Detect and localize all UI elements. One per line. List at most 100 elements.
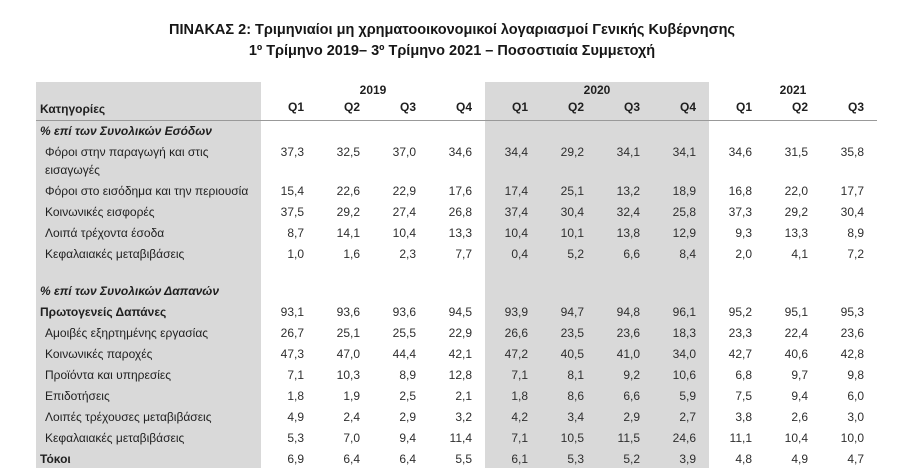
value-cell: 1,0 bbox=[287, 247, 304, 261]
value-cell bbox=[597, 120, 653, 142]
value-cell bbox=[261, 281, 317, 302]
row-label: Επιδοτήσεις bbox=[36, 386, 261, 407]
value-cell bbox=[317, 265, 373, 281]
value-cell: 47,3 bbox=[280, 347, 304, 361]
value-cell: 9,7 bbox=[791, 368, 808, 382]
spacer-row bbox=[36, 265, 877, 281]
row-label: Φόροι στο εισόδημα και την περιουσία bbox=[36, 181, 261, 202]
table-row: Αμοιβές εξηρτημένης εργασίας 26,7 25,1 25,5… bbox=[36, 323, 877, 344]
value-cell: 5,5 bbox=[429, 449, 485, 468]
value-cell: 22,6 bbox=[336, 184, 360, 198]
value-cell bbox=[765, 265, 821, 281]
row-label: Κεφαλαιακές μεταβιβάσεις bbox=[36, 428, 261, 449]
value-cell bbox=[373, 265, 429, 281]
value-cell: 5,3 bbox=[287, 431, 304, 445]
table-row: % επί των Συνολικών Εσόδων bbox=[36, 120, 877, 143]
value-cell: 9,8 bbox=[847, 368, 864, 382]
row-label: Λοιπά τρέχοντα έσοδα bbox=[36, 223, 261, 244]
value-cell: 4,9 bbox=[765, 449, 821, 468]
value-cell: 34,4 bbox=[485, 142, 541, 181]
value-cell bbox=[373, 281, 429, 302]
value-cell: 12,8 bbox=[448, 368, 472, 382]
value-cell: 37,4 bbox=[485, 202, 541, 223]
value-cell: 10,1 bbox=[541, 223, 597, 244]
value-cell: 26,8 bbox=[448, 205, 472, 219]
value-cell: 23,5 bbox=[541, 323, 597, 344]
value-cell: 10,4 bbox=[392, 226, 416, 240]
value-cell: 9,4 bbox=[791, 389, 808, 403]
value-cell bbox=[765, 281, 821, 302]
value-cell: 34,1 bbox=[653, 142, 709, 181]
value-cell: 11,1 bbox=[729, 431, 752, 445]
value-cell bbox=[429, 281, 485, 302]
value-cell: 1,6 bbox=[343, 247, 360, 261]
row-label: Κοινωνικές παροχές bbox=[36, 344, 261, 365]
value-cell: 6,4 bbox=[373, 449, 429, 468]
value-cell: 4,2 bbox=[485, 407, 541, 428]
value-cell: 25,1 bbox=[336, 326, 360, 340]
value-cell: 29,2 bbox=[336, 205, 360, 219]
value-cell: 4,8 bbox=[709, 449, 765, 468]
quarter-header-2021-Q2: Q2 bbox=[765, 99, 821, 121]
value-cell: 8,7 bbox=[287, 226, 304, 240]
value-cell bbox=[821, 265, 877, 281]
value-cell: 94,5 bbox=[448, 305, 472, 319]
value-cell: 26,7 bbox=[280, 326, 304, 340]
value-cell bbox=[261, 121, 317, 143]
value-cell: 23,6 bbox=[597, 323, 653, 344]
value-cell: 22,0 bbox=[784, 184, 808, 198]
value-cell: 15,4 bbox=[280, 184, 304, 198]
value-cell bbox=[373, 121, 429, 143]
value-cell: 5,2 bbox=[597, 449, 653, 468]
value-cell: 47,2 bbox=[485, 344, 541, 365]
value-cell: 2,7 bbox=[653, 407, 709, 428]
value-cell bbox=[541, 281, 597, 302]
value-cell: 17,4 bbox=[485, 181, 541, 202]
value-cell bbox=[429, 265, 485, 281]
table-row: Επιδοτήσεις 1,8 1,9 2,5 2,1 1,8 8,6 6,6 5,9 7,5 9,… bbox=[36, 386, 877, 407]
quarter-header-2021-Q1: Q1 bbox=[709, 99, 765, 121]
row-label: Φόροι στην παραγωγή και στις εισαγωγές bbox=[36, 142, 261, 181]
value-cell: 18,3 bbox=[653, 323, 709, 344]
value-cell bbox=[821, 121, 877, 143]
value-cell: 40,6 bbox=[784, 347, 808, 361]
value-cell: 13,3 bbox=[448, 226, 472, 240]
quarter-header-2019-Q4: Q4 bbox=[429, 99, 485, 121]
value-cell: 7,2 bbox=[847, 247, 864, 261]
table-row: Φόροι στην παραγωγή και στις εισαγωγές 37,… bbox=[36, 142, 877, 181]
value-cell: 3,4 bbox=[541, 407, 597, 428]
table-title-line2: 1º Τρίμηνο 2019– 3º Τρίμηνο 2021 – Ποσοσ… bbox=[248, 43, 656, 59]
value-cell: 22,9 bbox=[392, 184, 416, 198]
value-cell bbox=[317, 121, 373, 143]
value-cell: 6,6 bbox=[597, 386, 653, 407]
value-cell bbox=[709, 281, 765, 302]
value-cell: 12,9 bbox=[653, 223, 709, 244]
row-label: Τόκοι bbox=[36, 449, 261, 468]
value-cell bbox=[317, 281, 373, 302]
value-cell bbox=[261, 265, 317, 281]
value-cell: 31,5 bbox=[784, 145, 808, 159]
row-label: Λοιπές τρέχουσες μεταβιβάσεις bbox=[36, 407, 261, 428]
quarter-header-2020-Q3: Q3 bbox=[597, 99, 653, 121]
value-cell: 2,3 bbox=[399, 247, 416, 261]
value-cell bbox=[709, 121, 765, 143]
value-cell: 13,3 bbox=[784, 226, 808, 240]
value-cell: 27,4 bbox=[392, 205, 416, 219]
value-cell: 93,1 bbox=[280, 305, 304, 319]
table-row: Φόροι στο εισόδημα και την περιουσία 15,4… bbox=[36, 181, 877, 202]
value-cell: 24,6 bbox=[653, 428, 709, 449]
table-row: Προϊόντα και υπηρεσίες 7,1 10,3 8,9 12,8 7,1 8… bbox=[36, 365, 877, 386]
corner-cell bbox=[36, 82, 261, 99]
value-cell bbox=[597, 265, 653, 281]
value-cell: 37,5 bbox=[280, 205, 304, 219]
row-label: Προϊόντα και υπηρεσίες bbox=[36, 365, 261, 386]
value-cell: 2,6 bbox=[791, 410, 808, 424]
value-cell: 0,4 bbox=[485, 244, 541, 265]
quarter-header-2020-Q4: Q4 bbox=[653, 99, 709, 121]
value-cell: 10,3 bbox=[336, 368, 360, 382]
value-cell: 3,2 bbox=[455, 410, 472, 424]
value-cell: 29,2 bbox=[784, 205, 808, 219]
year-header-2021: 2021 bbox=[779, 83, 807, 97]
value-cell: 32,4 bbox=[597, 202, 653, 223]
